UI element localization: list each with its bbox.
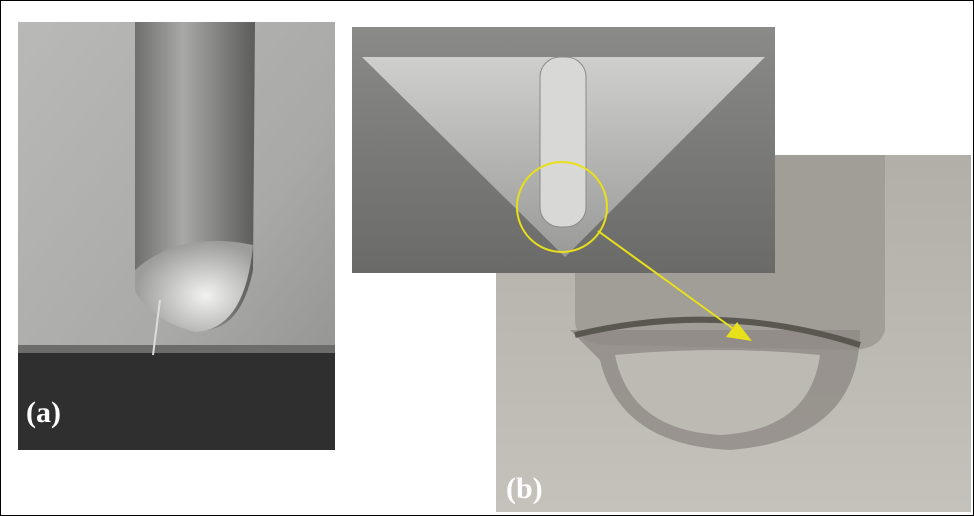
photo-a: (a) <box>18 22 335 450</box>
figure: (a) (b) <box>0 0 974 516</box>
panel-label: (b) <box>506 472 543 505</box>
panel-label: (a) <box>26 396 61 429</box>
photo-inset <box>352 27 775 273</box>
